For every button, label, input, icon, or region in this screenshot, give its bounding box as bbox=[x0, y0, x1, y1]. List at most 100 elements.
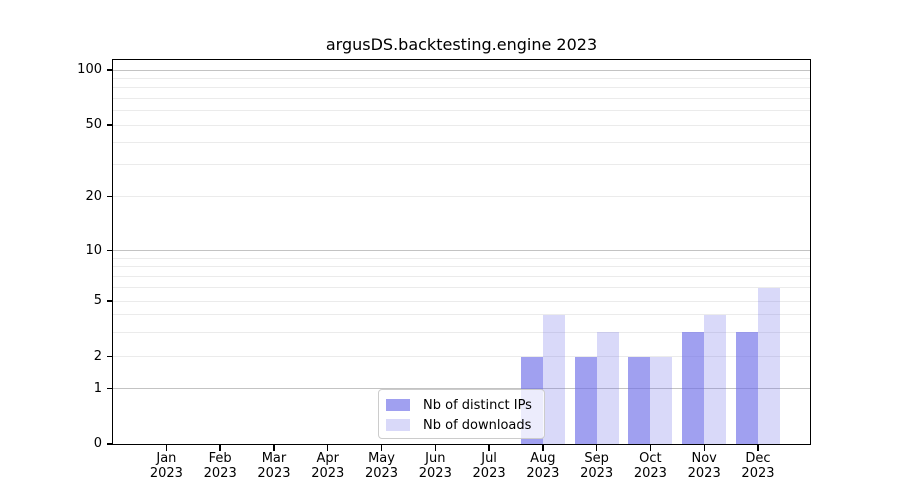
x-tick bbox=[219, 444, 221, 451]
x-tick-label: Jan 2023 bbox=[136, 451, 196, 481]
x-tick-label: Aug 2023 bbox=[513, 451, 573, 481]
x-tick bbox=[488, 444, 490, 451]
x-tick-year: 2023 bbox=[741, 465, 775, 481]
x-tick-month: Oct bbox=[639, 451, 662, 466]
x-tick-month: May bbox=[368, 451, 395, 466]
y-tick bbox=[107, 443, 113, 445]
y-tick-label: 2 bbox=[93, 348, 102, 364]
y-tick bbox=[107, 124, 113, 126]
x-tick-month: Nov bbox=[691, 451, 717, 466]
x-tick-label: Dec 2023 bbox=[728, 451, 788, 481]
chart-title: argusDS.backtesting.engine 2023 bbox=[325, 35, 598, 54]
y-gridline-major bbox=[113, 69, 810, 71]
x-tick-month: Sep bbox=[584, 451, 609, 466]
x-tick-year: 2023 bbox=[633, 465, 667, 481]
y-gridline-major bbox=[113, 250, 810, 251]
x-tick bbox=[649, 444, 652, 451]
x-tick bbox=[595, 444, 598, 451]
y-tick bbox=[107, 300, 113, 302]
y-gridline-minor bbox=[113, 97, 810, 99]
x-tick-label: Nov 2023 bbox=[674, 451, 734, 481]
y-tick-label: 10 bbox=[85, 242, 102, 258]
y-gridline-minor bbox=[113, 356, 810, 358]
y-gridline-minor bbox=[113, 164, 810, 166]
y-tick bbox=[107, 387, 113, 390]
bar-distinct-ips bbox=[735, 332, 758, 444]
y-tick-label: 1 bbox=[93, 380, 102, 396]
bar-downloads bbox=[596, 332, 619, 444]
x-tick-month: Jul bbox=[481, 451, 497, 466]
bar-distinct-ips bbox=[574, 356, 597, 444]
x-tick-month: Aug bbox=[530, 451, 556, 466]
bar-downloads bbox=[757, 287, 780, 444]
x-tick-label: Mar 2023 bbox=[244, 451, 304, 481]
bar-downloads bbox=[704, 314, 727, 444]
x-tick-year: 2023 bbox=[472, 465, 506, 481]
y-gridline-minor bbox=[113, 110, 810, 112]
y-gridline-minor bbox=[113, 257, 810, 259]
x-tick-year: 2023 bbox=[418, 465, 452, 481]
x-tick bbox=[273, 444, 275, 451]
y-gridline-minor bbox=[113, 124, 810, 126]
y-tick-label: 20 bbox=[85, 188, 102, 204]
y-gridline-minor bbox=[113, 275, 810, 277]
y-gridline-major bbox=[113, 388, 810, 389]
x-tick-year: 2023 bbox=[687, 465, 721, 481]
legend-swatch-distinct-ips bbox=[386, 399, 410, 411]
bar-downloads bbox=[650, 356, 673, 444]
legend-swatch-downloads bbox=[386, 419, 410, 431]
legend-item-distinct-ips: Nb of distinct IPs bbox=[386, 395, 538, 415]
x-tick-label: Feb 2023 bbox=[190, 451, 250, 481]
bar-downloads bbox=[542, 314, 565, 444]
y-tick-label: 100 bbox=[77, 62, 102, 77]
x-tick-year: 2023 bbox=[149, 465, 183, 481]
x-tick-label: Oct 2023 bbox=[620, 451, 680, 481]
y-tick bbox=[107, 356, 113, 358]
x-tick-year: 2023 bbox=[203, 465, 237, 481]
x-tick bbox=[327, 444, 329, 451]
y-tick-label: 5 bbox=[93, 293, 102, 308]
x-tick-label: Sep 2023 bbox=[567, 451, 627, 481]
legend: Nb of distinct IPs Nb of downloads bbox=[378, 389, 545, 439]
y-gridline-minor bbox=[113, 87, 810, 89]
legend-item-downloads: Nb of downloads bbox=[386, 415, 538, 435]
y-gridline-minor bbox=[113, 77, 810, 79]
x-tick bbox=[757, 444, 759, 451]
bar-distinct-ips bbox=[628, 356, 651, 444]
y-tick-label: 0 bbox=[93, 436, 102, 451]
x-tick-year: 2023 bbox=[311, 465, 345, 481]
x-tick-year: 2023 bbox=[364, 465, 399, 481]
x-tick-label: May 2023 bbox=[352, 451, 412, 481]
x-tick-year: 2023 bbox=[526, 465, 560, 481]
x-tick-label: Jul 2023 bbox=[459, 451, 519, 481]
y-tick-label: 50 bbox=[85, 117, 102, 132]
x-tick-label: Jun 2023 bbox=[405, 451, 465, 481]
y-gridline-minor bbox=[113, 331, 810, 333]
x-tick-label: Apr 2023 bbox=[298, 451, 358, 481]
x-tick-month: Jan bbox=[156, 451, 177, 466]
y-gridline-minor bbox=[113, 141, 810, 143]
y-gridline-minor bbox=[113, 196, 810, 197]
y-tick bbox=[107, 249, 113, 252]
x-tick bbox=[380, 444, 383, 451]
y-tick bbox=[107, 195, 113, 198]
y-tick bbox=[107, 69, 113, 71]
legend-label-downloads: Nb of downloads bbox=[423, 417, 532, 433]
x-tick-year: 2023 bbox=[580, 465, 614, 481]
y-gridline-minor bbox=[113, 287, 810, 289]
y-gridline-minor bbox=[113, 300, 810, 302]
x-tick-month: Dec bbox=[745, 451, 771, 466]
x-tick bbox=[434, 444, 436, 451]
legend-label-distinct-ips: Nb of distinct IPs bbox=[423, 397, 532, 413]
x-tick bbox=[165, 444, 168, 451]
y-gridline-minor bbox=[113, 266, 810, 268]
x-tick-month: Mar bbox=[261, 451, 287, 466]
bar-distinct-ips bbox=[682, 332, 705, 444]
y-gridline-minor bbox=[113, 314, 810, 316]
x-tick bbox=[542, 444, 544, 451]
x-tick-month: Feb bbox=[208, 451, 232, 466]
x-tick-month: Apr bbox=[316, 451, 339, 466]
x-tick bbox=[703, 444, 705, 451]
x-tick-month: Jun bbox=[425, 451, 446, 466]
